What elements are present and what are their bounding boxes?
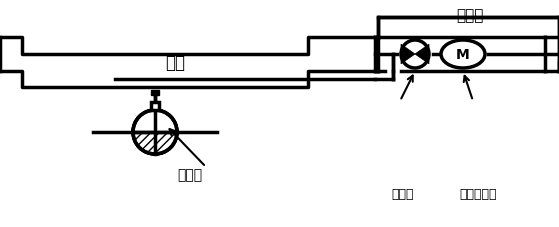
Text: 宅地等: 宅地等 <box>456 8 484 23</box>
Text: M: M <box>456 48 470 62</box>
Text: 水道メータ: 水道メータ <box>459 188 497 201</box>
Bar <box>151 91 159 96</box>
Text: 止水栓: 止水栓 <box>392 188 414 201</box>
Circle shape <box>133 111 177 154</box>
Text: 道路: 道路 <box>165 54 185 72</box>
Polygon shape <box>415 45 429 64</box>
Bar <box>151 103 159 111</box>
Text: 配水管: 配水管 <box>177 167 202 181</box>
Polygon shape <box>401 45 415 64</box>
Bar <box>151 103 159 111</box>
